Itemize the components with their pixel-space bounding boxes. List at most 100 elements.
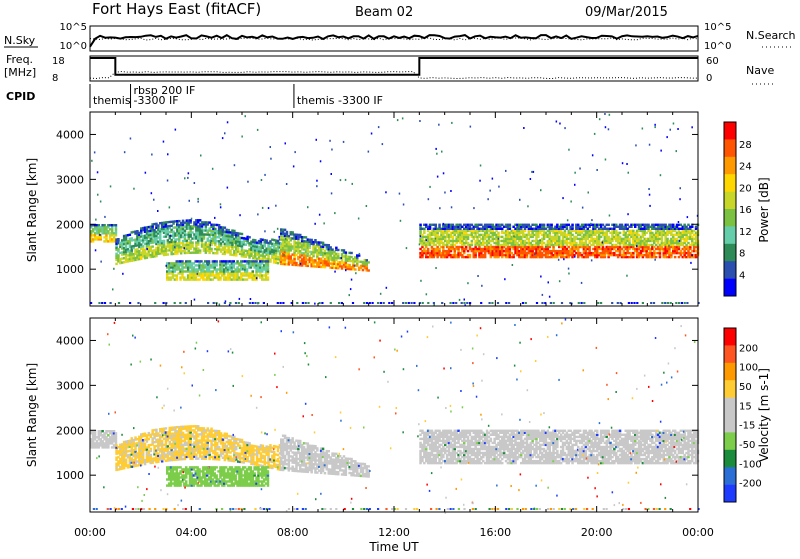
heatmap-cell — [210, 242, 212, 244]
heatmap-cell — [420, 280, 422, 282]
heatmap-cell — [219, 304, 221, 306]
heatmap-cell — [254, 239, 257, 241]
heatmap-cell — [296, 302, 298, 304]
heatmap-cell — [636, 302, 638, 304]
heatmap-cell — [480, 165, 482, 167]
heatmap-cell — [368, 151, 370, 153]
heatmap-cell — [286, 231, 289, 233]
heatmap-cell — [105, 236, 108, 238]
heatmap-cell — [189, 437, 192, 439]
heatmap-cell — [540, 276, 542, 278]
nsky-frame — [90, 26, 698, 51]
heatmap-cell — [609, 114, 611, 116]
heatmap-cell — [649, 205, 651, 207]
y-tick-label: 1000 — [56, 263, 84, 276]
heatmap-cell — [681, 302, 683, 304]
heatmap-cell — [505, 170, 507, 172]
heatmap-cell — [100, 236, 103, 238]
heatmap-cell — [316, 139, 318, 141]
heatmap-cell — [290, 243, 293, 245]
heatmap-cell — [428, 198, 430, 200]
heatmap-cell — [571, 224, 574, 226]
heatmap-cell — [146, 248, 148, 250]
heatmap-cell — [653, 302, 655, 304]
heatmap-cell — [649, 144, 651, 146]
cpid-segment-label: -3300 IF — [134, 94, 179, 107]
heatmap-cell — [265, 239, 268, 241]
heatmap-cell — [191, 218, 193, 220]
heatmap-cell — [140, 258, 143, 260]
heatmap-cell — [463, 250, 466, 252]
heatmap-cell — [380, 302, 382, 304]
cpid-label: CPID — [6, 90, 35, 103]
heatmap-cell — [444, 192, 446, 194]
heatmap-cell — [305, 236, 308, 238]
heatmap-cell — [314, 223, 316, 225]
heatmap-cell — [310, 239, 313, 241]
heatmap-cell — [98, 302, 100, 304]
heatmap-cell — [435, 148, 437, 150]
heatmap-cell — [562, 197, 564, 199]
heatmap-cell — [350, 256, 353, 258]
colorbar-swatch — [724, 261, 736, 279]
heatmap-cell — [250, 298, 252, 300]
heatmap-cell — [256, 277, 258, 279]
heatmap-cell — [101, 430, 104, 432]
heatmap-cell — [98, 224, 101, 226]
heatmap-cell — [212, 168, 214, 170]
heatmap-cell — [252, 302, 254, 304]
heatmap-cell — [113, 268, 115, 270]
heatmap-cell — [111, 226, 114, 228]
heatmap-cell — [117, 254, 120, 256]
heatmap-cell — [267, 266, 270, 268]
heatmap-cell — [523, 127, 525, 129]
heatmap-cell — [635, 144, 637, 146]
heatmap-cell — [100, 261, 102, 263]
nsearch-trace — [90, 38, 698, 40]
heatmap-cell — [541, 302, 543, 304]
heatmap-cell — [466, 302, 468, 304]
heatmap-cell — [574, 256, 576, 258]
heatmap-cell — [240, 246, 242, 248]
heatmap-cell — [117, 238, 120, 240]
nsky-panel: N.Sky 10^5 10^0 10^5 10^0 N.Search — [4, 22, 796, 52]
heatmap-cell — [579, 168, 581, 170]
heatmap-cell — [248, 260, 250, 262]
station-title: Fort Hays East (fitACF) — [92, 0, 261, 18]
heatmap-cell — [423, 230, 426, 232]
y-tick-label: 3000 — [56, 173, 84, 186]
heatmap-cell — [129, 242, 132, 244]
heatmap-cell — [142, 245, 145, 247]
heatmap-cell — [238, 302, 240, 304]
heatmap-cell — [343, 141, 345, 143]
heatmap-cell — [556, 121, 558, 123]
heatmap-cell — [673, 123, 675, 125]
heatmap-cell — [550, 302, 552, 304]
heatmap-cell — [655, 256, 658, 258]
heatmap-cell — [471, 240, 474, 242]
heatmap-cell — [691, 254, 693, 256]
heatmap-cell — [214, 228, 217, 230]
heatmap-cell — [422, 302, 424, 304]
heatmap-cell — [252, 270, 255, 272]
heatmap-cell — [358, 218, 360, 220]
heatmap-cell — [129, 302, 131, 304]
freq-tick-low: 8 — [52, 73, 58, 84]
heatmap-cell — [168, 262, 170, 264]
heatmap-cell — [279, 236, 281, 238]
heatmap-cell — [220, 203, 222, 205]
heatmap-cell — [400, 220, 402, 222]
heatmap-cell — [163, 302, 165, 304]
heatmap-cell — [678, 221, 680, 223]
nsky-tick-low: 10^0 — [60, 41, 87, 52]
heatmap-cell — [477, 275, 479, 277]
heatmap-cell — [397, 119, 399, 121]
heatmap-cell — [254, 302, 256, 304]
heatmap-cell — [650, 302, 652, 304]
power-colorbar-label: Power [dB] — [757, 177, 771, 242]
heatmap-cell — [352, 302, 354, 304]
heatmap-cell — [524, 230, 527, 232]
heatmap-cell — [157, 224, 160, 226]
heatmap-cell — [657, 240, 660, 242]
colorbar-swatch — [724, 192, 736, 210]
